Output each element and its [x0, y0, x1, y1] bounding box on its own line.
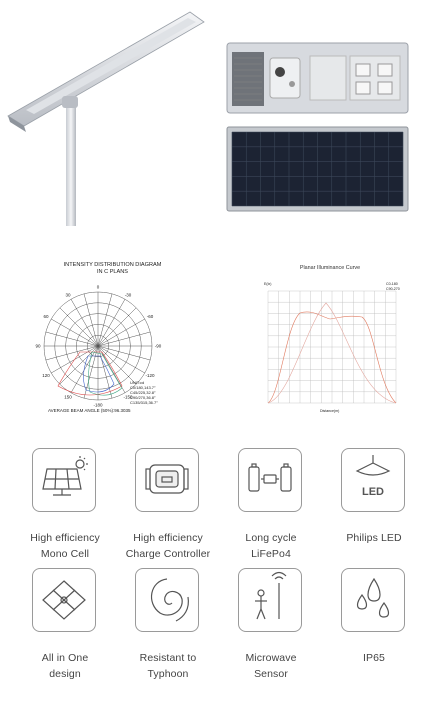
solar-cell-icon	[32, 448, 96, 512]
illum-curve-c90	[267, 302, 397, 404]
feature-label-line2: Charge Controller	[125, 548, 211, 560]
illum-ylabel: E(lx)	[264, 282, 272, 286]
polar-legend-1: C45/225,32.8°	[130, 390, 156, 395]
polar-legend-3: C135/315,36.7°	[130, 400, 158, 405]
polar-angle-label: -60	[147, 314, 154, 319]
feature-label-line2: LiFePo4	[251, 548, 291, 560]
feature-label-line1: Long cycle	[245, 532, 297, 544]
feature-label-line1: IP65	[363, 652, 385, 664]
illum-legend-1: C90-270	[386, 287, 400, 291]
polar-curve-c45	[83, 355, 115, 393]
battery-icon	[238, 448, 302, 512]
feature-label-line2: Typhoon	[147, 668, 189, 680]
puzzle-icon	[32, 568, 96, 632]
polar-angle-label: 120	[42, 373, 50, 378]
polar-unit-label: UNIT:cd	[130, 380, 145, 385]
polar-curve-c0	[57, 351, 123, 396]
polar-footer: AVERAGE BEAM ANGLE (50%):96.3035	[48, 408, 131, 413]
pole-photo	[0, 0, 215, 230]
water-drops-icon	[341, 568, 405, 632]
feature-label-line1: All in One	[41, 652, 89, 664]
polar-title-line2: IN C PLANS	[96, 269, 129, 275]
polar-angle-label: 0	[97, 285, 100, 290]
microwave-sensor-icon	[238, 568, 302, 632]
feature-label-line1: High efficiency	[30, 532, 100, 544]
planar-illuminance-chart: Planar Illuminance Curve E(lx) C0-180 C9…	[250, 265, 410, 415]
svg-text:LED: LED	[362, 486, 384, 498]
polar-angle-label: -90	[155, 344, 162, 349]
polar-legend-2: C90/270,36.8°	[130, 395, 156, 400]
feature-label-line1: Resistant to	[139, 652, 197, 664]
polar-angle-label: 150	[64, 395, 72, 400]
typhoon-icon	[135, 568, 199, 632]
polar-plot: -180 -150 -120 -90 -60 -30 0 30 60 90 120 150	[35, 285, 162, 408]
solar-panel-photo	[226, 126, 409, 212]
fixture-bottom-photo	[226, 42, 409, 114]
feature-label-line2: Sensor	[254, 668, 288, 680]
polar-angle-label: -150	[123, 395, 133, 400]
led-lamp-icon: LED	[341, 448, 405, 512]
polar-angle-label: 30	[65, 292, 71, 297]
polar-title-line1: INTENSITY DISTRIBUTION DIAGRAM	[63, 262, 162, 268]
illum-curve-c0	[267, 311, 397, 404]
polar-angle-label: 90	[35, 344, 41, 349]
feature-label-line2: design	[49, 668, 81, 680]
charge-controller-icon	[135, 448, 199, 512]
feature-label-line1: Microwave	[245, 652, 297, 664]
polar-angle-label: -30	[125, 292, 132, 297]
feature-label-line1: Philips LED	[346, 532, 402, 544]
intensity-distribution-diagram: INTENSITY DISTRIBUTION DIAGRAM IN C PLAN…	[30, 262, 195, 422]
polar-angle-label: -120	[145, 373, 155, 378]
illum-title: Planar Illuminance Curve	[299, 265, 361, 271]
feature-label-line2: Mono Cell	[40, 548, 90, 560]
polar-angle-label: 60	[43, 314, 49, 319]
polar-curve-c90	[88, 351, 123, 396]
polar-angle-label: -180	[93, 403, 103, 408]
feature-label-line1: High efficiency	[133, 532, 203, 544]
polar-legend-0: C0/180,143.7°	[130, 385, 156, 390]
illum-legend-0: C0-180	[386, 282, 398, 286]
illum-xlabel: Distance(m)	[320, 409, 340, 413]
